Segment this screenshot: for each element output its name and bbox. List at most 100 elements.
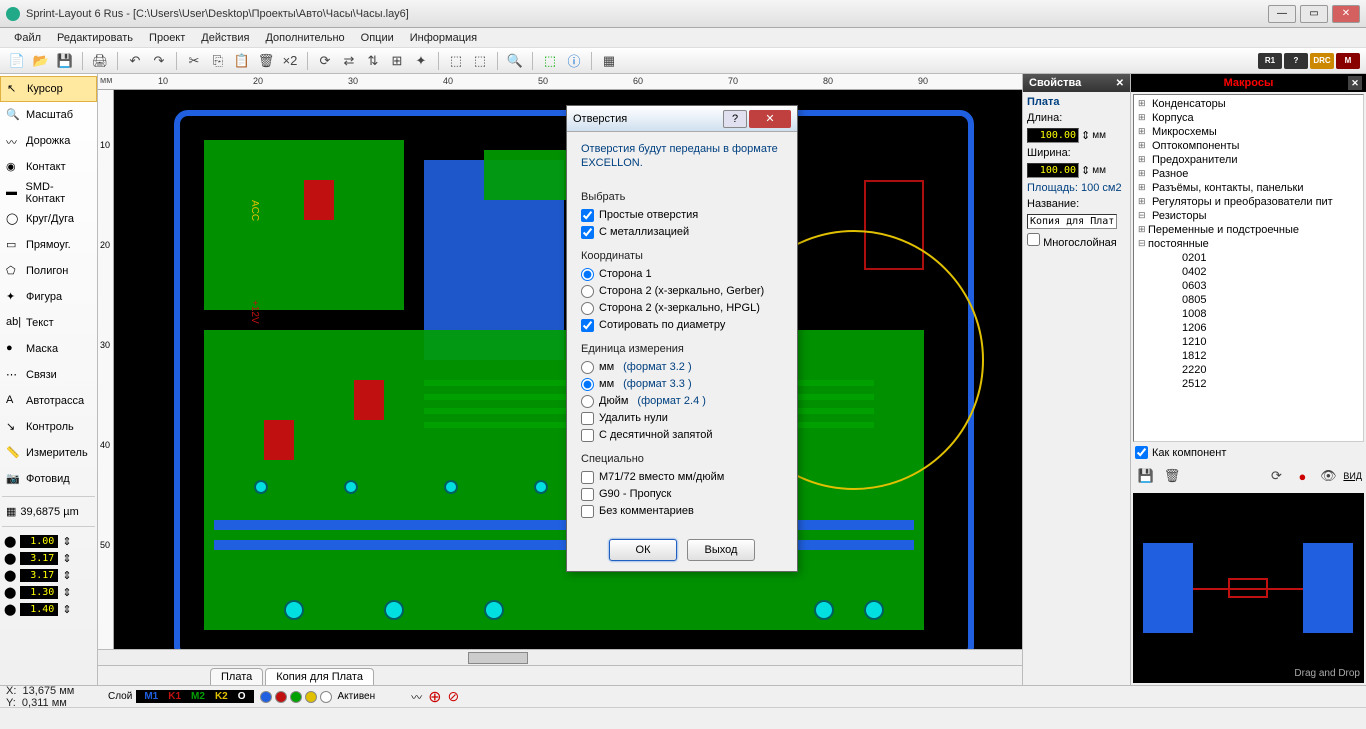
macro-save-icon[interactable]: 💾 xyxy=(1135,465,1157,487)
tool-Фигура[interactable]: ✦Фигура xyxy=(0,284,97,310)
unit-mm32-radio[interactable]: мм (формат 3.2 ) xyxy=(581,360,783,375)
macro-delete-icon[interactable]: 🗑 xyxy=(1161,465,1183,487)
menu-Информация[interactable]: Информация xyxy=(402,30,485,46)
tree-leaf[interactable]: 2220 xyxy=(1134,363,1363,377)
simple-holes-checkbox[interactable]: Простые отверстия xyxy=(581,208,783,223)
minimize-button[interactable]: — xyxy=(1268,5,1296,23)
undo-icon[interactable]: ↶ xyxy=(124,50,146,72)
copy-icon[interactable]: ⎘ xyxy=(207,50,229,72)
tab-Копия для Плата[interactable]: Копия для Плата xyxy=(265,668,374,685)
length-input[interactable] xyxy=(1027,128,1079,143)
tree-item[interactable]: Регуляторы и преобразователи пит xyxy=(1134,195,1363,209)
cross-icon[interactable]: ⊘ xyxy=(448,688,460,705)
align-icon[interactable]: ⊞ xyxy=(386,50,408,72)
tree-item[interactable]: Предохранители xyxy=(1134,153,1363,167)
tree-item[interactable]: Оптокомпоненты xyxy=(1134,139,1363,153)
tree-item[interactable]: Конденсаторы xyxy=(1134,97,1363,111)
tool-Полигон[interactable]: ⬠Полигон xyxy=(0,258,97,284)
layers-selector[interactable]: M1K1M2K2O xyxy=(136,690,253,703)
tree-leaf[interactable]: 1008 xyxy=(1134,307,1363,321)
pattern-icon[interactable]: ▦ xyxy=(598,50,620,72)
layer-dot[interactable] xyxy=(290,691,302,703)
close-button[interactable]: ✕ xyxy=(1332,5,1360,23)
menu-Дополнительно[interactable]: Дополнительно xyxy=(257,30,352,46)
param-row-1[interactable]: ⬤3.17⇕ xyxy=(4,550,93,566)
side1-radio[interactable]: Сторона 1 xyxy=(581,267,783,282)
ok-button[interactable]: ОК xyxy=(609,539,677,561)
layer-dot[interactable] xyxy=(320,691,332,703)
param-row-4[interactable]: ⬤1.40⇕ xyxy=(4,601,93,617)
target-icon[interactable]: ⊕ xyxy=(428,687,441,707)
tool-Фотовид[interactable]: 📷Фотовид xyxy=(0,466,97,492)
info-icon[interactable]: ⓘ xyxy=(563,50,585,72)
tool-Контакт[interactable]: ◉Контакт xyxy=(0,154,97,180)
menu-Опции[interactable]: Опции xyxy=(353,30,402,46)
menu-Действия[interactable]: Действия xyxy=(193,30,257,46)
new-icon[interactable]: 📄 xyxy=(6,50,28,72)
as-component-checkbox[interactable]: Как компонент xyxy=(1131,444,1366,461)
strip-zeros-checkbox[interactable]: Удалить нули xyxy=(581,411,783,426)
g90-checkbox[interactable]: G90 - Пропуск xyxy=(581,487,783,502)
macro-refresh-icon[interactable]: ⟳ xyxy=(1265,465,1287,487)
layer-dot[interactable] xyxy=(260,691,272,703)
canvas-scrollbar-h[interactable] xyxy=(98,649,1022,665)
menu-Редактировать[interactable]: Редактировать xyxy=(49,30,141,46)
no-comments-checkbox[interactable]: Без комментариев xyxy=(581,504,783,519)
macro-view-icon[interactable]: 👁 xyxy=(1317,465,1339,487)
properties-close-icon[interactable]: ✕ xyxy=(1116,78,1124,89)
cut-icon[interactable]: ✂ xyxy=(183,50,205,72)
mirror-h-icon[interactable]: ⇄ xyxy=(338,50,360,72)
tree-leaf[interactable]: 0603 xyxy=(1134,279,1363,293)
tool-SMD-Контакт[interactable]: ▬SMD-Контакт xyxy=(0,180,97,206)
layer-dot[interactable] xyxy=(275,691,287,703)
open-icon[interactable]: 📂 xyxy=(30,50,52,72)
menu-Проект[interactable]: Проект xyxy=(141,30,193,46)
badge-m[interactable]: M xyxy=(1336,53,1360,69)
macros-close-icon[interactable]: ✕ xyxy=(1348,76,1362,90)
redo-icon[interactable]: ↷ xyxy=(148,50,170,72)
tool-Круг/Дуга[interactable]: ◯Круг/Дуга xyxy=(0,206,97,232)
tool-Измеритель[interactable]: 📏Измеритель xyxy=(0,440,97,466)
layer-dot[interactable] xyxy=(305,691,317,703)
plated-holes-checkbox[interactable]: С металлизацией xyxy=(581,225,783,240)
tree-leaf[interactable]: 1206 xyxy=(1134,321,1363,335)
badge-help[interactable]: ? xyxy=(1284,53,1308,69)
param-row-3[interactable]: ⬤1.30⇕ xyxy=(4,584,93,600)
side2-gerber-radio[interactable]: Сторона 2 (x-зеркально, Gerber) xyxy=(581,284,783,299)
tab-Плата[interactable]: Плата xyxy=(210,668,263,685)
sort-diameter-checkbox[interactable]: Сотировать по диаметру xyxy=(581,318,783,333)
tool-Связи[interactable]: ⋯Связи xyxy=(0,362,97,388)
menu-Файл[interactable]: Файл xyxy=(6,30,49,46)
paste-icon[interactable]: 📋 xyxy=(231,50,253,72)
tree-leaf[interactable]: 0201 xyxy=(1134,251,1363,265)
badge-r1[interactable]: R1 xyxy=(1258,53,1282,69)
transparency-icon[interactable]: ⬚ xyxy=(539,50,561,72)
width-input[interactable] xyxy=(1027,163,1079,178)
tree-leaf[interactable]: 1812 xyxy=(1134,349,1363,363)
dup-icon[interactable]: ×2 xyxy=(279,50,301,72)
tree-item[interactable]: Резисторы xyxy=(1134,209,1363,223)
grid-setting[interactable]: ▦ 39,6875 µm xyxy=(0,501,97,522)
tool-Дорожка[interactable]: 〰Дорожка xyxy=(0,128,97,154)
decimal-comma-checkbox[interactable]: С десятичной запятой xyxy=(581,428,783,443)
exit-button[interactable]: Выход xyxy=(687,539,755,561)
ungroup-icon[interactable]: ⬚ xyxy=(469,50,491,72)
tree-item[interactable]: постоянные xyxy=(1134,237,1363,251)
save-icon[interactable]: 💾 xyxy=(54,50,76,72)
tree-leaf[interactable]: 1210 xyxy=(1134,335,1363,349)
tree-leaf[interactable]: 0402 xyxy=(1134,265,1363,279)
print-icon[interactable]: 🖨 xyxy=(89,50,111,72)
delete-icon[interactable]: 🗑 xyxy=(255,50,277,72)
group-icon[interactable]: ⬚ xyxy=(445,50,467,72)
rotate-icon[interactable]: ⟳ xyxy=(314,50,336,72)
tree-leaf[interactable]: 2512 xyxy=(1134,377,1363,391)
wire-icon[interactable]: 〰 xyxy=(411,689,422,705)
tool-Автотрасса[interactable]: AАвтотрасса xyxy=(0,388,97,414)
maximize-button[interactable]: ▭ xyxy=(1300,5,1328,23)
unit-inch-radio[interactable]: Дюйм (формат 2.4 ) xyxy=(581,394,783,409)
spinner-icon[interactable]: ⇕ xyxy=(1081,129,1090,142)
macros-tree[interactable]: КонденсаторыКорпусаМикросхемыОптокомпоне… xyxy=(1133,94,1364,442)
tool-Маска[interactable]: ●Маска xyxy=(0,336,97,362)
tool-Масштаб[interactable]: 🔍Масштаб xyxy=(0,102,97,128)
macro-record-icon[interactable]: ● xyxy=(1291,465,1313,487)
